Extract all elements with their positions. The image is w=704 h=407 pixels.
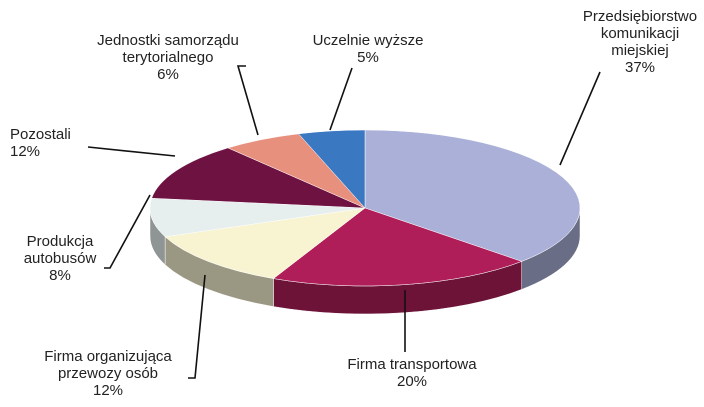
value-label: 12% (10, 143, 41, 160)
category: Uczelnie wyższe (312, 32, 424, 49)
slice-label: Firma organizująca przewozy osób 12% (44, 348, 172, 399)
leader-line (87, 146, 176, 157)
slice-label: Produkcja autobusów 8% (24, 233, 97, 284)
slice-label: Firma transportowa 20% (347, 356, 476, 390)
slice (151, 147, 366, 209)
slice (149, 197, 366, 237)
slice-label: Przedsiębiorstwo komunikacji miejskiej 37… (583, 8, 697, 76)
slice (364, 129, 581, 262)
value-label: 5% (357, 49, 379, 66)
category: Jednostki samorządu terytorialnego (97, 32, 239, 66)
leader-line (104, 194, 151, 269)
value-label: 6% (157, 66, 179, 83)
value-label: 8% (49, 267, 71, 284)
value-label: 12% (92, 382, 124, 399)
leader-line (329, 67, 353, 131)
leader-line (236, 65, 259, 136)
slice (298, 129, 366, 209)
category: Produkcja autobusów (23, 233, 97, 267)
slice (164, 207, 366, 279)
leader-line (559, 71, 601, 166)
slice (272, 207, 523, 287)
slice-label: Jednostki samorządu terytorialnego 6% (97, 32, 239, 83)
value-label: 20% (396, 373, 428, 390)
value-label: 37% (624, 59, 656, 76)
category: Pozostali (10, 126, 71, 143)
slice-label: Uczelnie wyższe 5% (313, 32, 424, 66)
category: Przedsiębiorstwo komunikacji miejskiej (582, 8, 698, 59)
category: Firma transportowa (347, 356, 477, 373)
category: Firma organizująca przewozy osób (44, 348, 172, 382)
leader-line (188, 274, 206, 379)
slice-label: Pozostali 12% (10, 126, 71, 160)
